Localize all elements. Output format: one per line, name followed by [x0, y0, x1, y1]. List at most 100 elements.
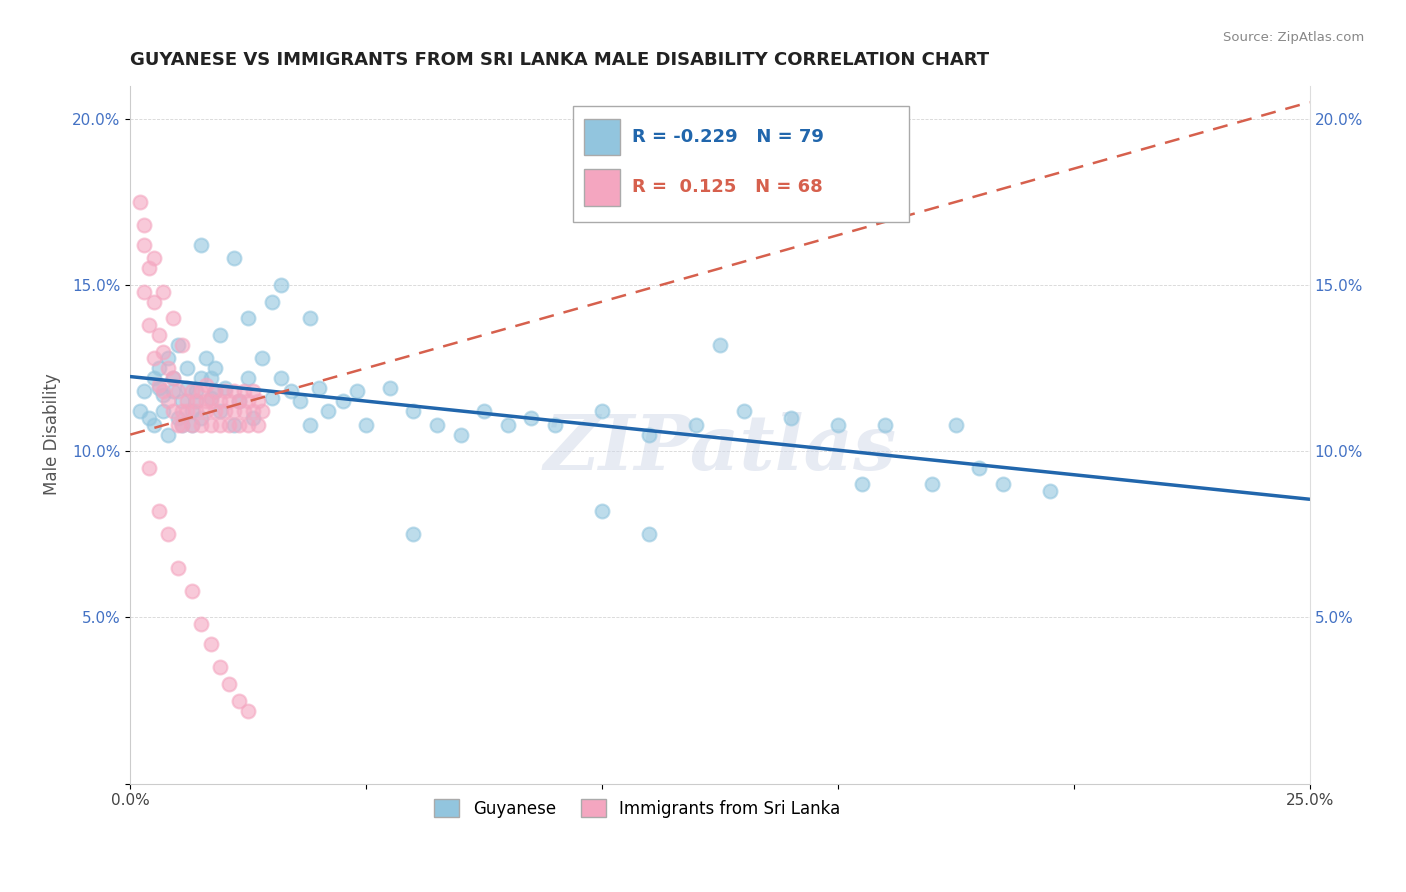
Point [148, 327, 170, 342]
Point [827, 417, 849, 432]
Text: R = -0.229   N = 79: R = -0.229 N = 79 [631, 128, 824, 146]
Point [152, 384, 174, 399]
Point [200, 394, 222, 409]
Point [378, 381, 401, 395]
Point [176, 361, 198, 376]
Point [969, 461, 991, 475]
Point [875, 417, 897, 432]
Point [186, 394, 208, 409]
Point [544, 417, 567, 432]
Point [200, 637, 222, 651]
Point [270, 371, 292, 385]
Point [242, 411, 264, 425]
Point [134, 45, 156, 60]
Point [402, 527, 425, 541]
Point [252, 404, 274, 418]
Point [224, 252, 246, 266]
Point [190, 617, 212, 632]
Point [402, 404, 425, 418]
Point [238, 417, 260, 432]
Point [148, 381, 170, 395]
Point [472, 404, 495, 418]
Point [246, 394, 269, 409]
Point [194, 377, 217, 392]
Point [138, 261, 160, 276]
Point [270, 278, 292, 293]
Point [228, 394, 250, 409]
Point [186, 404, 208, 418]
Point [232, 404, 254, 418]
Point [142, 294, 165, 309]
Point [991, 477, 1014, 491]
Point [945, 417, 967, 432]
Text: GUYANESE VS IMMIGRANTS FROM SRI LANKA MALE DISABILITY CORRELATION CHART: GUYANESE VS IMMIGRANTS FROM SRI LANKA MA… [131, 51, 990, 69]
Point [242, 404, 264, 418]
Point [224, 404, 246, 418]
Point [354, 417, 377, 432]
Point [242, 384, 264, 399]
Point [157, 427, 180, 442]
Point [232, 384, 254, 399]
Point [246, 417, 269, 432]
Point [157, 394, 180, 409]
Point [288, 394, 311, 409]
Point [252, 351, 274, 366]
Point [162, 371, 184, 385]
Point [172, 417, 194, 432]
Point [172, 394, 194, 409]
Point [186, 394, 208, 409]
Point [152, 404, 174, 418]
Point [298, 311, 321, 326]
Point [138, 411, 160, 425]
Point [134, 384, 156, 399]
Point [208, 660, 231, 674]
Point [200, 417, 222, 432]
Point [214, 404, 236, 418]
Point [190, 384, 212, 399]
Point [638, 427, 661, 442]
Point [142, 371, 165, 385]
Point [194, 394, 217, 409]
Y-axis label: Male Disability: Male Disability [44, 374, 60, 495]
Point [208, 327, 231, 342]
Point [238, 311, 260, 326]
Point [200, 391, 222, 405]
Point [142, 351, 165, 366]
Point [450, 427, 472, 442]
Point [134, 238, 156, 252]
Point [204, 404, 226, 418]
Point [180, 583, 202, 598]
Point [298, 417, 321, 432]
Point [190, 411, 212, 425]
Point [157, 527, 180, 541]
Point [204, 384, 226, 399]
Point [180, 417, 202, 432]
Point [138, 318, 160, 332]
Point [190, 238, 212, 252]
Point [208, 404, 231, 418]
Point [260, 391, 283, 405]
Point [180, 404, 202, 418]
Point [162, 384, 184, 399]
Point [218, 417, 240, 432]
Point [591, 504, 613, 518]
Point [921, 477, 943, 491]
Point [180, 384, 202, 399]
Point [228, 693, 250, 707]
Point [190, 371, 212, 385]
Point [162, 371, 184, 385]
Point [733, 404, 755, 418]
Point [685, 417, 707, 432]
Point [194, 351, 217, 366]
Point [779, 411, 801, 425]
Point [128, 404, 150, 418]
Point [208, 417, 231, 432]
Point [152, 285, 174, 299]
Point [204, 361, 226, 376]
Point [260, 294, 283, 309]
Point [224, 417, 246, 432]
Point [148, 377, 170, 392]
Point [176, 404, 198, 418]
Point [172, 417, 194, 432]
Point [176, 394, 198, 409]
